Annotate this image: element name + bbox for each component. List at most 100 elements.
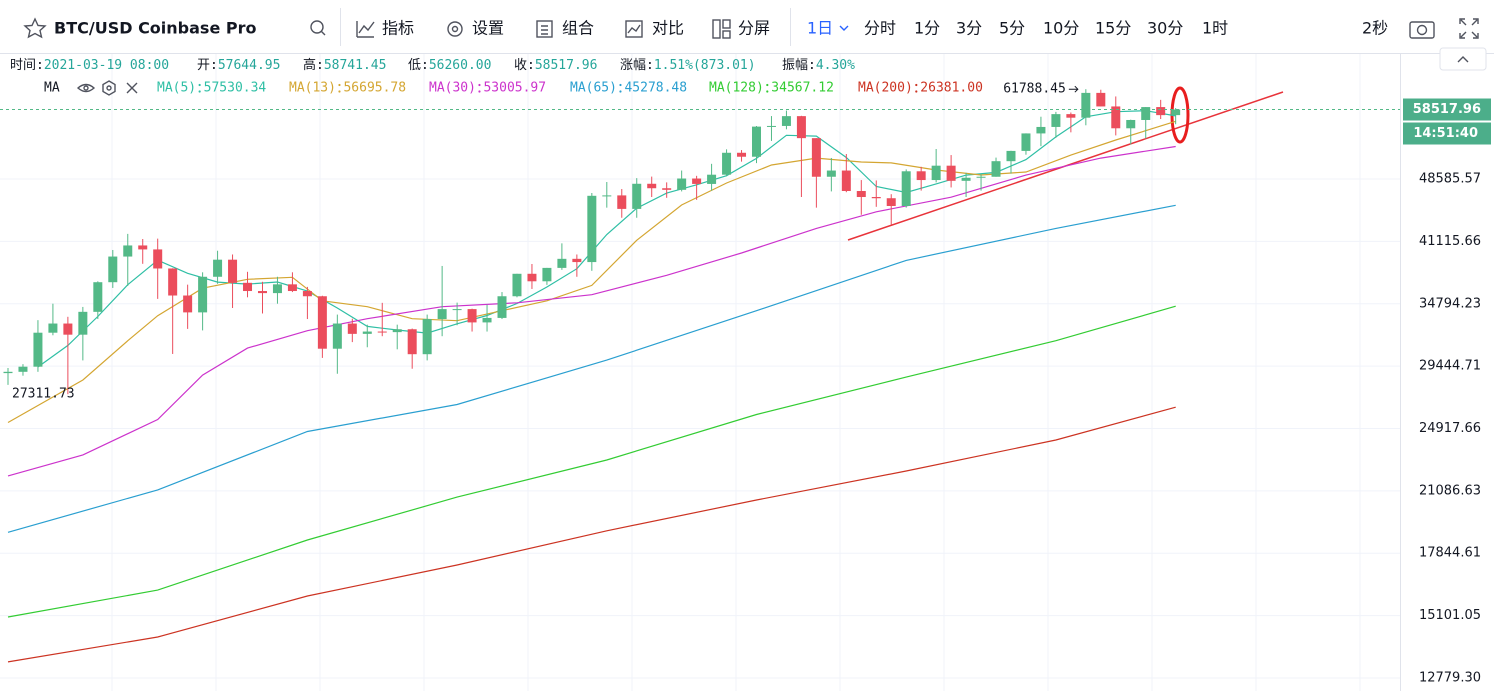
candle-body (677, 178, 687, 190)
candle-body (1021, 133, 1031, 151)
candle-body (33, 332, 43, 367)
y-tick-label: 17844.61 (1419, 546, 1481, 561)
toolbar-button[interactable]: 分屏 (738, 19, 770, 38)
info-label: 振幅: (782, 58, 816, 73)
candle-body (63, 323, 73, 335)
countdown: 14:51:40 (1413, 126, 1478, 141)
candle-body (692, 178, 702, 184)
candle-body (272, 284, 282, 294)
interval-chevron[interactable] (839, 25, 849, 31)
info-item: 低:56260.00 (408, 58, 491, 73)
interval-button[interactable]: 30分 (1147, 19, 1183, 38)
interval-button[interactable]: 1时 (1202, 19, 1228, 38)
toolbar-button[interactable]: 组合 (562, 19, 594, 38)
interval-button[interactable]: 分时 (864, 19, 896, 38)
interval-button[interactable]: 5分 (999, 19, 1025, 38)
fullscreen-icon[interactable] (1459, 18, 1479, 39)
legend-name: MA(30) (429, 81, 476, 96)
candle-body (228, 259, 238, 283)
candle-body (3, 371, 13, 374)
interval-button[interactable]: 3分 (956, 19, 982, 38)
candle-body (183, 295, 193, 313)
legend-name: MA(65) (570, 81, 617, 96)
candle-body (497, 296, 507, 318)
compare-icon-line (627, 24, 641, 34)
legend-colon-dot (478, 83, 481, 87)
legend-colon-dot (915, 83, 918, 87)
candle-body (737, 152, 747, 157)
high-arrow (1068, 85, 1079, 93)
ma-settings-core (106, 85, 112, 91)
info-label: 时间: (10, 58, 44, 73)
info-label: 低: (408, 58, 429, 73)
candle-body (78, 311, 88, 335)
interval-button[interactable]: 15分 (1095, 19, 1131, 38)
candle-body (512, 273, 522, 297)
search-icon[interactable] (310, 20, 326, 36)
ma-remove-icon[interactable] (126, 82, 138, 94)
toolbar-button[interactable]: 设置 (472, 19, 504, 38)
compare-icon[interactable] (625, 20, 643, 38)
indicator-icon[interactable] (356, 21, 375, 38)
legend-value: 34567.12 (771, 81, 834, 96)
legend-colon-dot (198, 83, 201, 87)
candle-body (213, 259, 223, 277)
candle-body (123, 245, 133, 257)
legend-colon-dot (619, 90, 622, 93)
y-tick-label: 21086.63 (1419, 483, 1481, 498)
candle-body (108, 256, 118, 283)
candle-body (961, 177, 971, 181)
candle-body (1066, 114, 1076, 118)
info-value: 58741.45 (324, 58, 387, 73)
legend-value: 57530.34 (204, 81, 267, 96)
candle-body (93, 282, 103, 312)
y-tick-label: 24917.66 (1419, 421, 1481, 436)
legend-colon-dot (338, 83, 341, 87)
ma-line (7, 406, 1176, 663)
candle-body (377, 331, 387, 333)
info-item: 振幅:4.30% (782, 58, 855, 73)
search-circle (310, 20, 324, 34)
interval-button[interactable]: 10分 (1043, 19, 1079, 38)
interval-button[interactable]: 1分 (914, 19, 940, 38)
candle-body (1126, 119, 1136, 129)
template-icon[interactable] (536, 20, 553, 38)
candle-body (886, 198, 896, 206)
candle-body (946, 165, 956, 181)
info-value: 57644.95 (218, 58, 281, 73)
camera-icon[interactable] (1409, 21, 1435, 39)
collapse-button[interactable] (1439, 47, 1487, 71)
refresh-rate[interactable]: 2秒 (1362, 19, 1388, 38)
toolbar-button[interactable]: 对比 (652, 19, 684, 38)
split-icon[interactable] (712, 19, 721, 39)
candle-body (722, 152, 732, 175)
candle-body (1171, 109, 1181, 116)
toolbar-button[interactable]: 指标 (382, 19, 414, 38)
settings-icon[interactable] (447, 21, 463, 37)
candle-body (168, 268, 178, 296)
star-icon[interactable] (23, 17, 47, 39)
interval-button[interactable]: 1日 (807, 19, 833, 38)
eye-pupil (83, 85, 89, 91)
candle-body (632, 183, 642, 209)
template-icon-lines (541, 25, 548, 35)
candle-body (48, 323, 58, 333)
symbol[interactable]: BTC/USD Coinbase Pro (54, 19, 256, 38)
legend-colon-dot (766, 90, 769, 93)
high-label: 61788.45 (1003, 82, 1066, 97)
candle-body (647, 183, 657, 189)
candle-body (392, 329, 402, 333)
candle-body (1111, 106, 1121, 129)
y-tick-label: 29444.71 (1419, 359, 1481, 374)
info-value: 58517.96 (535, 58, 598, 73)
candle-body (153, 249, 163, 269)
y-tick-label: 41115.66 (1419, 234, 1481, 249)
eye-icon[interactable] (76, 83, 96, 93)
y-tick-label: 15101.05 (1419, 608, 1481, 623)
ma-settings-icon[interactable] (102, 80, 116, 96)
legend-name: MA(128) (709, 81, 764, 96)
info-item: 高:58741.45 (303, 57, 386, 73)
legend-value: 53005.97 (483, 81, 546, 96)
